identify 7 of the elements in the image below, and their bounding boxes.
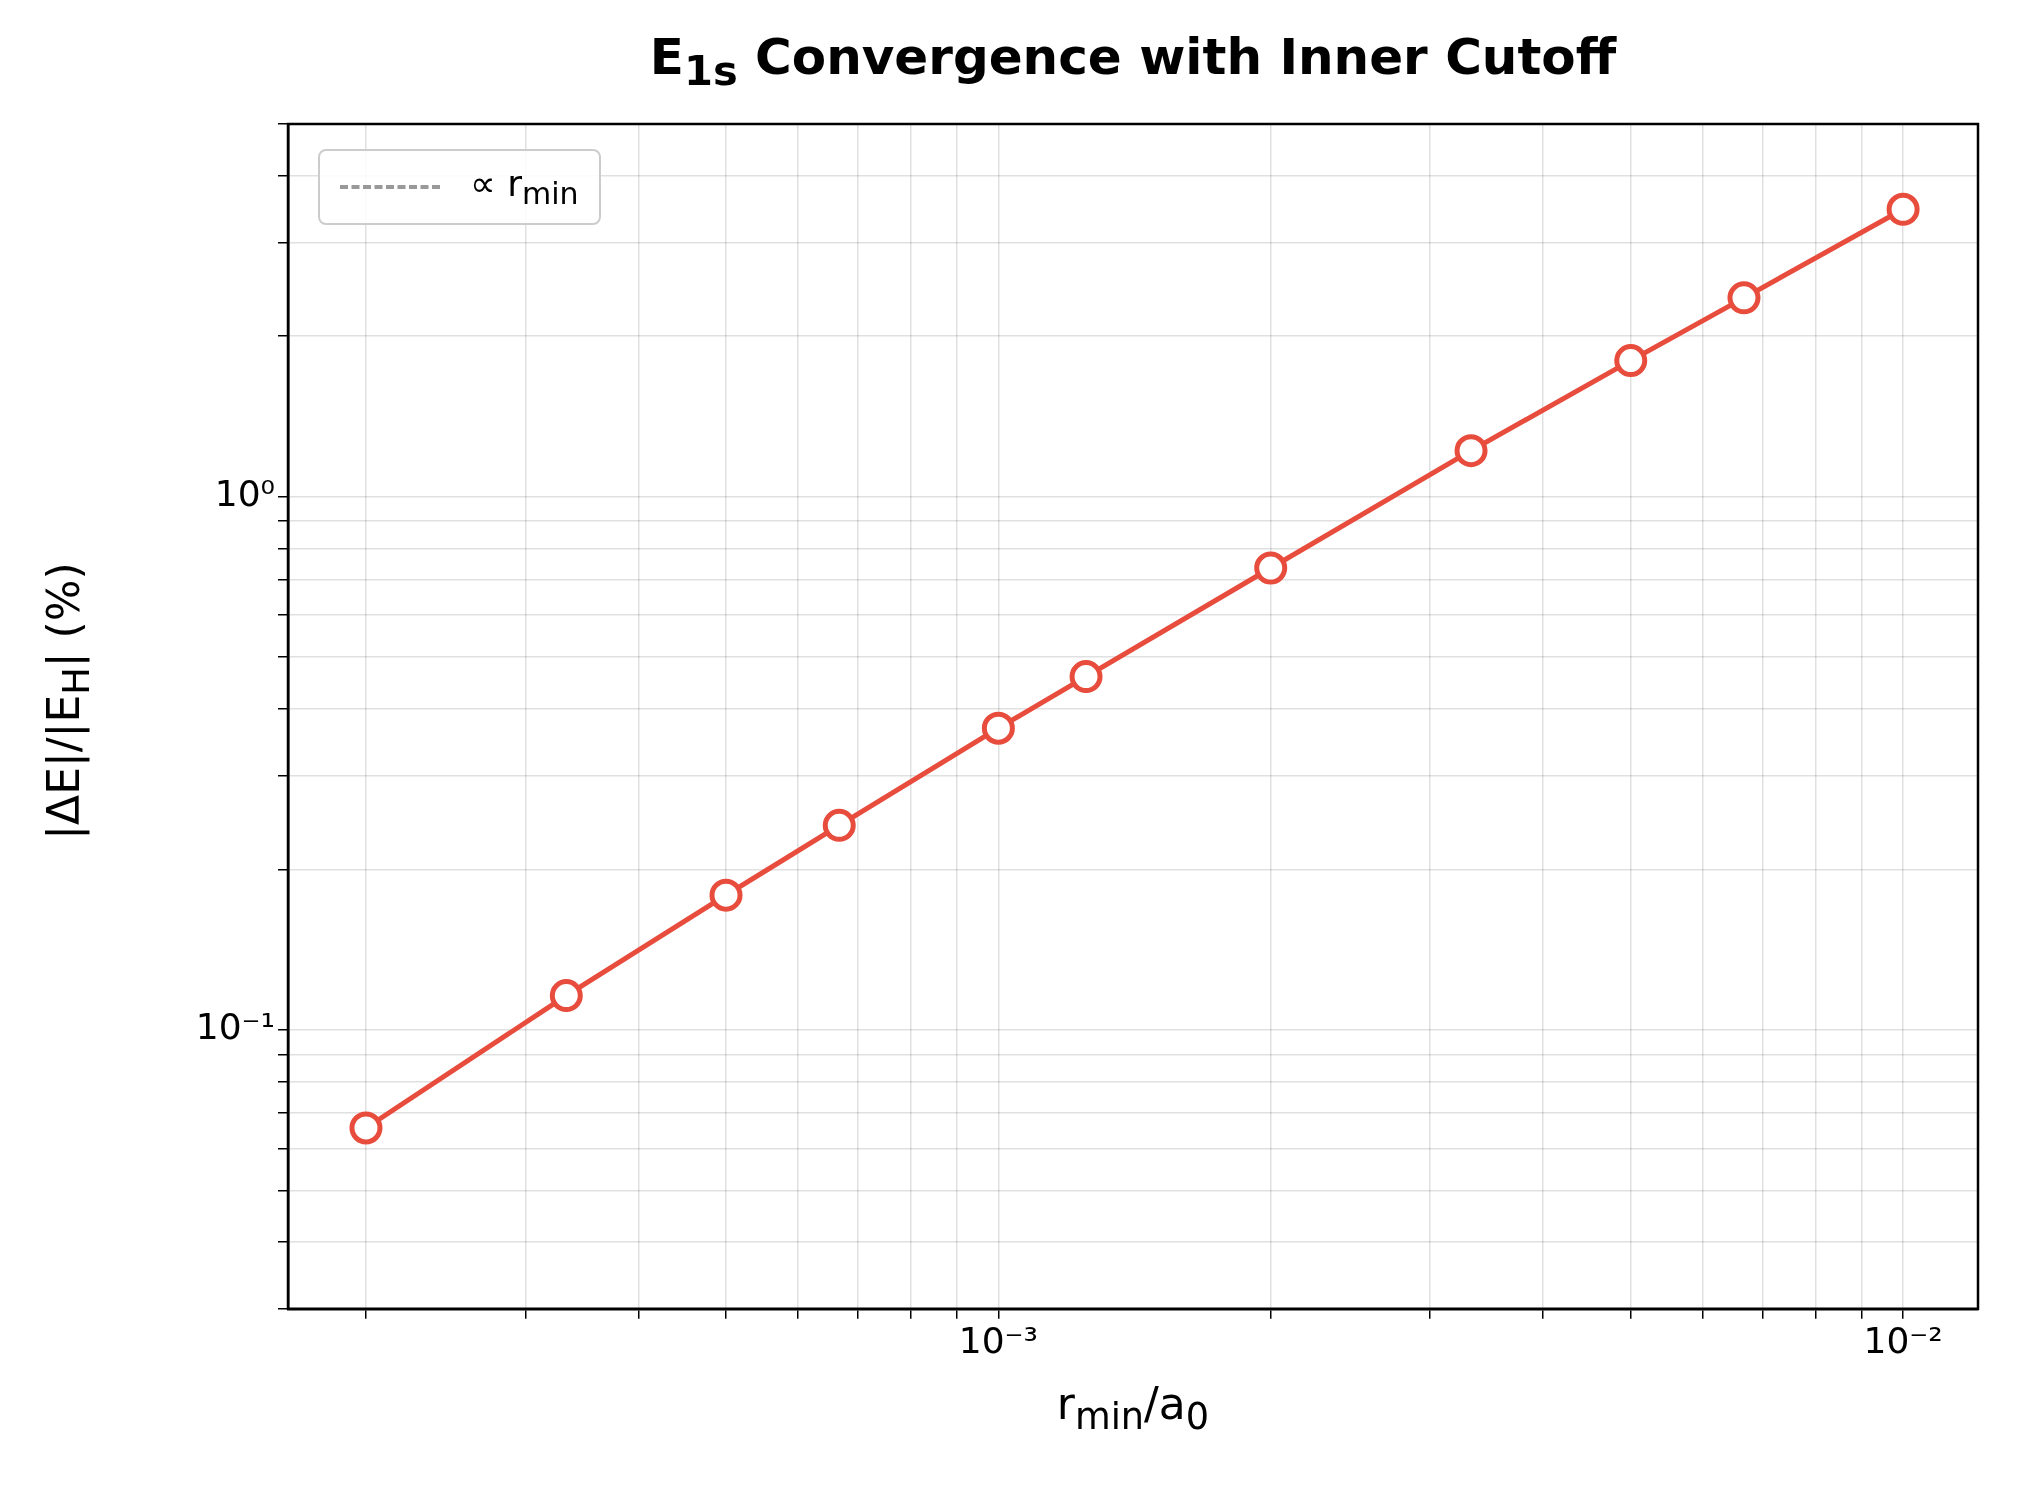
y-tick-label: 10⁻¹ xyxy=(195,1006,275,1048)
x-axis-title: r$_{min}$/a$_{0}$ xyxy=(1055,1378,1211,1438)
legend-label: ∝ r$_{min}$ xyxy=(470,163,579,212)
y-tick-label: 10⁰ xyxy=(214,473,275,515)
x-tick-label: 10⁻³ xyxy=(958,1319,1038,1361)
x-tick-label: 10⁻² xyxy=(1863,1319,1943,1361)
chart-title: E$_{1s}$ Convergence with Inner Cutoff xyxy=(648,28,1618,95)
